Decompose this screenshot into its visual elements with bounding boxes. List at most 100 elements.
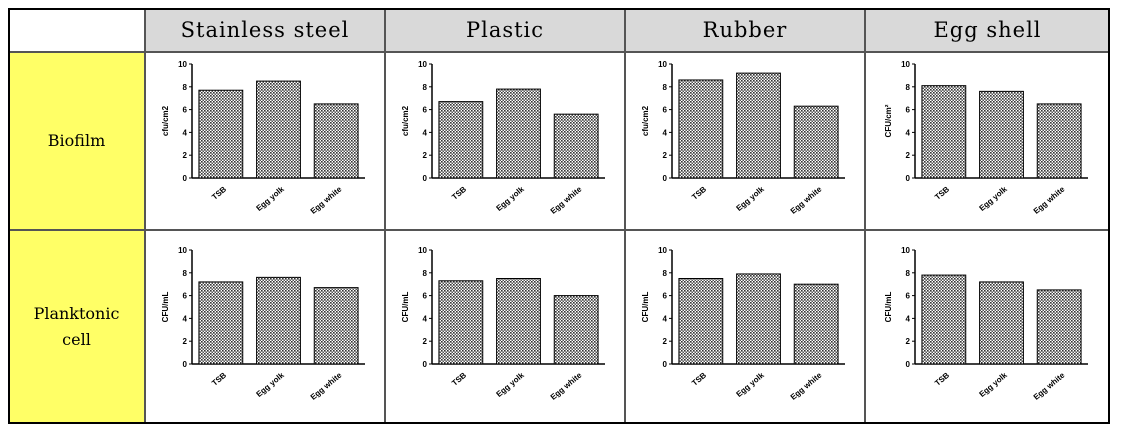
y-tick-label: 0 — [423, 174, 428, 183]
y-tick-label: 2 — [183, 151, 188, 160]
y-axis-label: CFU/cm² — [884, 104, 893, 137]
x-tick-label: Egg white — [789, 184, 824, 216]
y-tick-label: 10 — [418, 60, 427, 69]
bar — [1036, 103, 1082, 179]
y-tick-label: 2 — [423, 337, 428, 346]
chart-cell: CFU/cm² 0 2 4 6 8 10 TSB Egg yolk Egg white — [865, 52, 1110, 230]
row-label: Biofilm — [8, 52, 145, 230]
y-tick-label: 6 — [905, 292, 910, 301]
bar — [978, 90, 1024, 179]
y-tick-label: 8 — [183, 269, 188, 278]
bar — [256, 276, 301, 365]
bar — [256, 80, 301, 179]
y-tick-label: 10 — [178, 60, 187, 69]
chart-cell: CFU/mL 0 2 4 6 8 10 TSB Egg yolk Egg white — [625, 230, 865, 424]
x-tick-label: TSB — [690, 370, 708, 387]
y-axis-label: cfu/cm2 — [641, 105, 650, 136]
y-axis-label: CFU/mL — [641, 292, 650, 323]
bar — [553, 113, 599, 179]
bar — [198, 89, 244, 179]
header-cell: Stainless steel — [145, 8, 385, 52]
y-axis-label: CFU/mL — [401, 292, 410, 323]
y-tick-label: 8 — [905, 269, 910, 278]
chart: CFU/mL 0 2 4 6 8 10 TSB Egg yolk Egg white — [161, 246, 365, 402]
y-tick-label: 4 — [183, 314, 188, 323]
y-tick-label: 4 — [183, 128, 188, 137]
y-tick-label: 0 — [183, 360, 188, 369]
y-tick-label: 4 — [423, 314, 428, 323]
y-tick-label: 4 — [905, 128, 910, 137]
x-tick-label: Egg white — [549, 370, 584, 402]
y-tick-label: 2 — [905, 151, 910, 160]
bar — [736, 273, 781, 365]
y-axis-label: CFU/mL — [884, 292, 893, 323]
y-tick-label: 8 — [663, 83, 668, 92]
y-tick-label: 2 — [423, 151, 428, 160]
y-tick-label: 4 — [663, 314, 668, 323]
chart-cell: cfu/cm2 0 2 4 6 8 10 TSB Egg yolk Egg white — [625, 52, 865, 230]
bar — [920, 274, 966, 365]
y-axis-label: CFU/mL — [161, 292, 170, 323]
x-tick-label: TSB — [450, 184, 468, 201]
y-tick-label: 10 — [178, 246, 187, 255]
x-tick-label: Egg yolk — [254, 370, 286, 399]
x-tick-label: TSB — [210, 370, 228, 387]
y-tick-label: 8 — [423, 269, 428, 278]
y-tick-label: 0 — [663, 174, 668, 183]
y-tick-label: 10 — [658, 246, 667, 255]
bar — [313, 103, 359, 179]
x-tick-label: Egg yolk — [494, 184, 526, 213]
x-tick-label: TSB — [210, 184, 228, 201]
chart-cell: cfu/cm2 0 2 4 6 8 10 TSB Egg yolk Egg white — [145, 52, 385, 230]
bar — [313, 287, 359, 365]
x-tick-label: TSB — [690, 184, 708, 201]
chart-cell: cfu/cm2 0 2 4 6 8 10 TSB Egg yolk Egg white — [385, 52, 625, 230]
chart: CFU/mL 0 2 4 6 8 10 TSB Egg yolk Egg white — [884, 246, 1088, 402]
bar — [438, 280, 484, 365]
y-tick-label: 6 — [183, 292, 188, 301]
chart: CFU/mL 0 2 4 6 8 10 TSB Egg yolk Egg white — [401, 246, 605, 402]
bar — [438, 101, 484, 179]
header-cell: Egg shell — [865, 8, 1110, 52]
y-tick-label: 0 — [183, 174, 188, 183]
x-tick-label: Egg white — [309, 184, 344, 216]
x-tick-label: Egg white — [789, 370, 824, 402]
bar — [978, 281, 1024, 365]
y-tick-label: 6 — [663, 292, 668, 301]
y-tick-label: 2 — [183, 337, 188, 346]
y-tick-label: 8 — [423, 83, 428, 92]
y-tick-label: 10 — [418, 246, 427, 255]
x-tick-label: Egg white — [1031, 184, 1066, 216]
x-tick-label: TSB — [933, 184, 951, 201]
y-tick-label: 4 — [663, 128, 668, 137]
chart-cell: CFU/mL 0 2 4 6 8 10 TSB Egg yolk Egg white — [865, 230, 1110, 424]
bar — [793, 105, 839, 179]
x-tick-label: Egg yolk — [254, 184, 286, 213]
bar — [678, 278, 724, 365]
bar — [678, 79, 724, 179]
x-tick-label: Egg yolk — [734, 370, 766, 399]
y-tick-label: 2 — [905, 337, 910, 346]
y-tick-label: 6 — [423, 292, 428, 301]
y-tick-label: 6 — [423, 106, 428, 115]
y-tick-label: 6 — [663, 106, 668, 115]
y-tick-label: 2 — [663, 337, 668, 346]
y-tick-label: 6 — [183, 106, 188, 115]
x-tick-label: Egg white — [549, 184, 584, 216]
chart: CFU/cm² 0 2 4 6 8 10 TSB Egg yolk Egg white — [884, 60, 1088, 216]
y-tick-label: 0 — [905, 174, 910, 183]
bar — [496, 88, 541, 179]
y-tick-label: 8 — [183, 83, 188, 92]
y-tick-label: 8 — [663, 269, 668, 278]
y-tick-label: 10 — [901, 246, 910, 255]
bar — [198, 281, 244, 365]
y-axis-label: cfu/cm2 — [401, 105, 410, 136]
corner-cell — [8, 8, 145, 52]
header-cell: Plastic — [385, 8, 625, 52]
chart-cell: CFU/mL 0 2 4 6 8 10 TSB Egg yolk Egg white — [385, 230, 625, 424]
chart: cfu/cm2 0 2 4 6 8 10 TSB Egg yolk Egg white — [161, 60, 365, 216]
y-tick-label: 10 — [901, 60, 910, 69]
x-tick-label: Egg white — [1031, 370, 1066, 402]
chart: CFU/mL 0 2 4 6 8 10 TSB Egg yolk Egg white — [641, 246, 845, 402]
